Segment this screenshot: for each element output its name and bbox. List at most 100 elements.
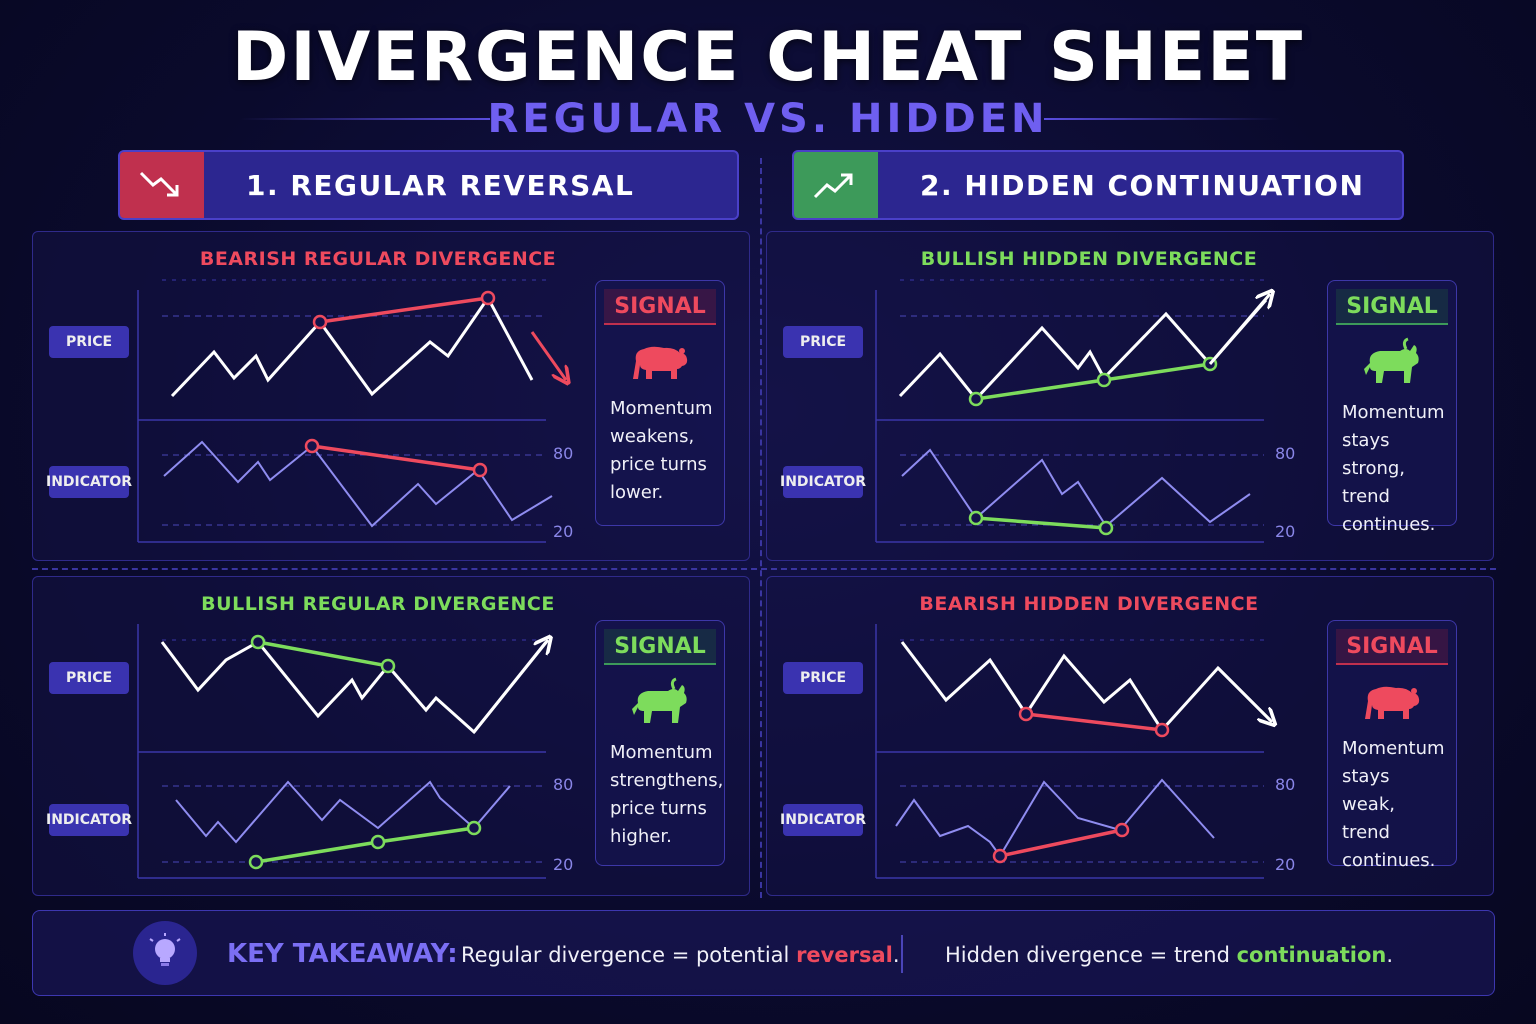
divergence-point [248,854,264,870]
signal-description-line: Momentum [610,398,713,419]
divergence-point [370,834,386,850]
indicator-label: INDICATOR [46,466,132,498]
panel-title: BULLISH REGULAR DIVERGENCE [201,593,555,615]
price-line [898,299,1268,402]
divergence-panel: BEARISH HIDDEN DIVERGENCE PRICE INDICATO… [766,576,1494,896]
signal-card: SIGNAL Momentum weakens, price turns lower. [595,280,725,526]
signal-heading: SIGNAL [604,629,716,665]
divergence-point [1098,520,1114,536]
signal-description-line: higher. [610,826,672,847]
panel-title: BEARISH HIDDEN DIVERGENCE [919,593,1259,615]
divergence-panel: BULLISH REGULAR DIVERGENCE PRICE INDICAT… [32,576,750,896]
indicator-label: INDICATOR [780,804,866,836]
tick-20: 20 [553,522,574,541]
indicator-line [901,448,1251,528]
tick-20: 20 [1275,522,1296,541]
chart-frame [137,624,546,879]
divergence-point [480,290,496,306]
chart-frame [875,624,1264,879]
tick-20: 20 [553,855,574,874]
signal-description-line: Momentum [1342,402,1445,423]
direction-arrow-icon [1216,666,1272,722]
price-line [160,640,548,735]
key-takeaway-label: KEY TAKEAWAY: [227,939,458,969]
tick-80: 80 [1275,444,1296,463]
subtitle-line-left [240,118,490,120]
price-line [900,641,1272,733]
signal-description: Momentum stays weak, trend continues. [1328,735,1456,875]
indicator-divergence-line [999,828,1123,858]
divergence-point [466,820,482,836]
indicator-line [175,780,511,844]
direction-arrow-icon [530,331,566,380]
signal-description-line: stays weak, [1342,766,1395,815]
takeaway-divider [901,935,903,973]
bull-icon [596,677,724,727]
reversal-highlight: reversal [796,943,893,967]
divergence-point [968,391,984,407]
indicator-line [163,440,553,528]
trend-up-icon [794,152,878,218]
price-line [170,295,534,398]
panel-title: BULLISH HIDDEN DIVERGENCE [920,248,1258,270]
tick-20: 20 [1275,855,1296,874]
key-takeaway-bar: KEY TAKEAWAY: Regular divergence = poten… [32,910,1495,996]
regular-takeaway-prefix: Regular divergence = potential [461,943,797,967]
divergence-point [250,634,266,650]
signal-description-line: Momentum [1342,738,1445,759]
bear-icon [1328,679,1456,723]
tick-80: 80 [1275,775,1296,794]
vertical-divider [760,158,762,898]
signal-description-line: lower. [610,482,664,503]
signal-card: SIGNAL Momentum strengthens, price turns hi… [595,620,725,866]
signal-heading: SIGNAL [1336,629,1448,665]
divergence-point [1096,372,1112,388]
indicator-divergence-line [311,444,481,472]
divergence-point [312,314,328,330]
regular-takeaway-suffix: . [892,943,900,967]
signal-card: SIGNAL Momentum stays weak, trend continues… [1327,620,1457,871]
section-title: 2. HIDDEN CONTINUATION [920,168,1365,202]
trend-down-icon [120,152,204,218]
divergence-point [380,658,396,674]
section-header-hidden: 2. HIDDEN CONTINUATION [792,150,1404,220]
subtitle-line-right [1044,118,1280,120]
signal-description: Momentum weakens, price turns lower. [596,395,724,507]
divergence-point [1018,706,1034,722]
signal-heading: SIGNAL [604,289,716,325]
divergence-point [1114,822,1130,838]
indicator-divergence-line [255,826,475,864]
divergence-point [1154,722,1170,738]
hidden-takeaway: Hidden divergence = trend continuation. [945,943,1393,967]
continuation-highlight: continuation [1236,943,1387,967]
price-label: PRICE [783,662,863,694]
regular-takeaway: Regular divergence = potential reversal. [461,943,900,967]
signal-description: Momentum strengthens, price turns higher. [596,739,724,851]
tick-80: 80 [553,444,574,463]
signal-heading: SIGNAL [1336,289,1448,325]
indicator-label: INDICATOR [780,466,866,498]
divergence-point [472,462,488,478]
bull-icon [1328,337,1456,387]
price-label: PRICE [49,662,129,694]
tick-80: 80 [553,775,574,794]
signal-description-line: price turns [610,454,707,475]
chart-frame [875,279,1264,543]
section-header-regular: 1. REGULAR REVERSAL [118,150,739,220]
lightbulb-icon [133,921,197,985]
signal-description-line: Momentum [610,742,713,763]
signal-description-line: stays strong, [1342,430,1406,479]
signal-description: Momentum stays strong, trend continues. [1328,399,1456,539]
indicator-line [895,778,1215,858]
divergence-point [304,438,320,454]
divergence-panel: BEARISH REGULAR DIVERGENCE PRICE INDICAT… [32,231,750,561]
price-divergence-line [1025,712,1163,732]
signal-description-line: continues. [1342,514,1436,535]
price-divergence-line [257,640,389,668]
section-title: 1. REGULAR REVERSAL [246,168,635,202]
divergence-point [992,848,1008,864]
signal-description-line: strengthens, [610,770,724,791]
indicator-divergence-line [975,516,1107,530]
price-label: PRICE [783,326,863,358]
